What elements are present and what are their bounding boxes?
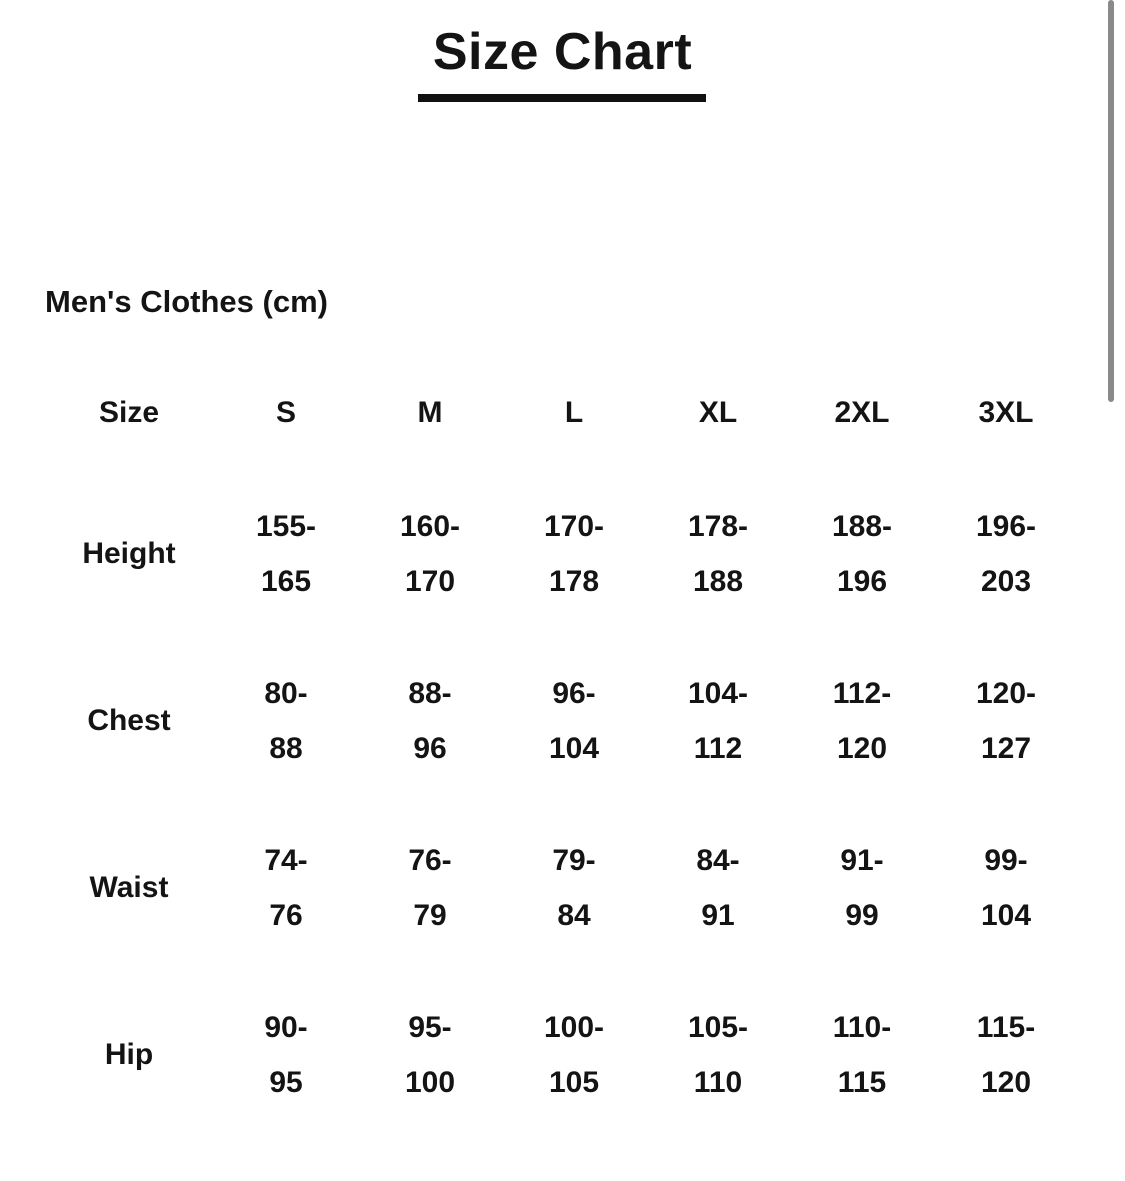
table-cell-max: 95	[269, 1065, 303, 1099]
row-label-height: Height	[82, 537, 176, 570]
table-cell-min: 74-	[264, 843, 308, 877]
table-cell-max: 76	[269, 898, 303, 932]
header-size-3xl: 3XL	[978, 396, 1034, 429]
table-cell-max: 96	[413, 731, 447, 765]
table-cell-max: 110	[693, 1065, 743, 1099]
table-cell-max: 79	[413, 898, 447, 932]
table-cell-min: 120-	[975, 676, 1037, 710]
scrollbar[interactable]	[1108, 0, 1114, 402]
table-cell-max: 84	[557, 898, 591, 932]
table-cell-min: 155-	[255, 509, 317, 543]
table-cell-max: 104	[980, 898, 1032, 932]
table-cell-min: 96-	[552, 676, 596, 710]
table-cell-min: 91-	[840, 843, 884, 877]
table-cell-min: 76-	[408, 843, 452, 877]
row-label-chest: Chest	[87, 704, 171, 737]
table-cell-max: 91	[701, 898, 735, 932]
header-size-l: L	[564, 396, 584, 429]
table-cell-min: 110-	[832, 1010, 892, 1044]
header-size-m: M	[417, 396, 443, 429]
table-cell-max: 105	[548, 1065, 600, 1099]
table-cell-min: 112-	[832, 676, 892, 710]
table-cell-min: 104-	[687, 676, 749, 710]
header-size-label: Size	[98, 396, 160, 429]
table-cell-max: 99	[845, 898, 879, 932]
page-title: Size Chart	[432, 23, 693, 81]
table-subtitle: Men's Clothes (cm)	[45, 284, 328, 319]
table-cell-max: 203	[980, 564, 1032, 598]
table-cell-max: 100	[404, 1065, 456, 1099]
table-cell-min: 170-	[543, 509, 605, 543]
table-cell-min: 196-	[975, 509, 1037, 543]
table-cell-min: 160-	[399, 509, 461, 543]
table-cell-max: 165	[260, 564, 312, 598]
table-cell-max: 178	[548, 564, 600, 598]
table-cell-min: 80-	[264, 676, 308, 710]
table-cell-min: 88-	[408, 676, 452, 710]
table-cell-max: 127	[980, 731, 1032, 765]
table-cell-max: 170	[404, 564, 456, 598]
table-cell-max: 88	[269, 731, 303, 765]
table-cell-max: 115	[837, 1065, 887, 1099]
title-underline	[418, 94, 706, 102]
header-size-xl: XL	[698, 396, 738, 429]
row-label-waist: Waist	[89, 871, 169, 904]
table-cell-max: 112	[693, 731, 743, 765]
table-cell-max: 120	[980, 1065, 1032, 1099]
table-cell-min: 188-	[831, 509, 893, 543]
table-cell-min: 100-	[543, 1010, 605, 1044]
header-size-2xl: 2XL	[834, 396, 890, 429]
table-cell-min: 178-	[687, 509, 749, 543]
header-size-s: S	[275, 396, 296, 429]
table-cell-min: 115-	[976, 1010, 1036, 1044]
table-cell-max: 196	[836, 564, 888, 598]
table-cell-min: 99-	[984, 843, 1028, 877]
row-label-hip: Hip	[104, 1038, 154, 1071]
table-cell-max: 188	[692, 564, 744, 598]
table-cell-min: 95-	[408, 1010, 452, 1044]
table-cell-max: 104	[548, 731, 600, 765]
table-cell-min: 84-	[696, 843, 740, 877]
table-cell-max: 120	[836, 731, 888, 765]
table-cell-min: 79-	[552, 843, 596, 877]
table-cell-min: 90-	[264, 1010, 308, 1044]
table-cell-min: 105-	[687, 1010, 749, 1044]
